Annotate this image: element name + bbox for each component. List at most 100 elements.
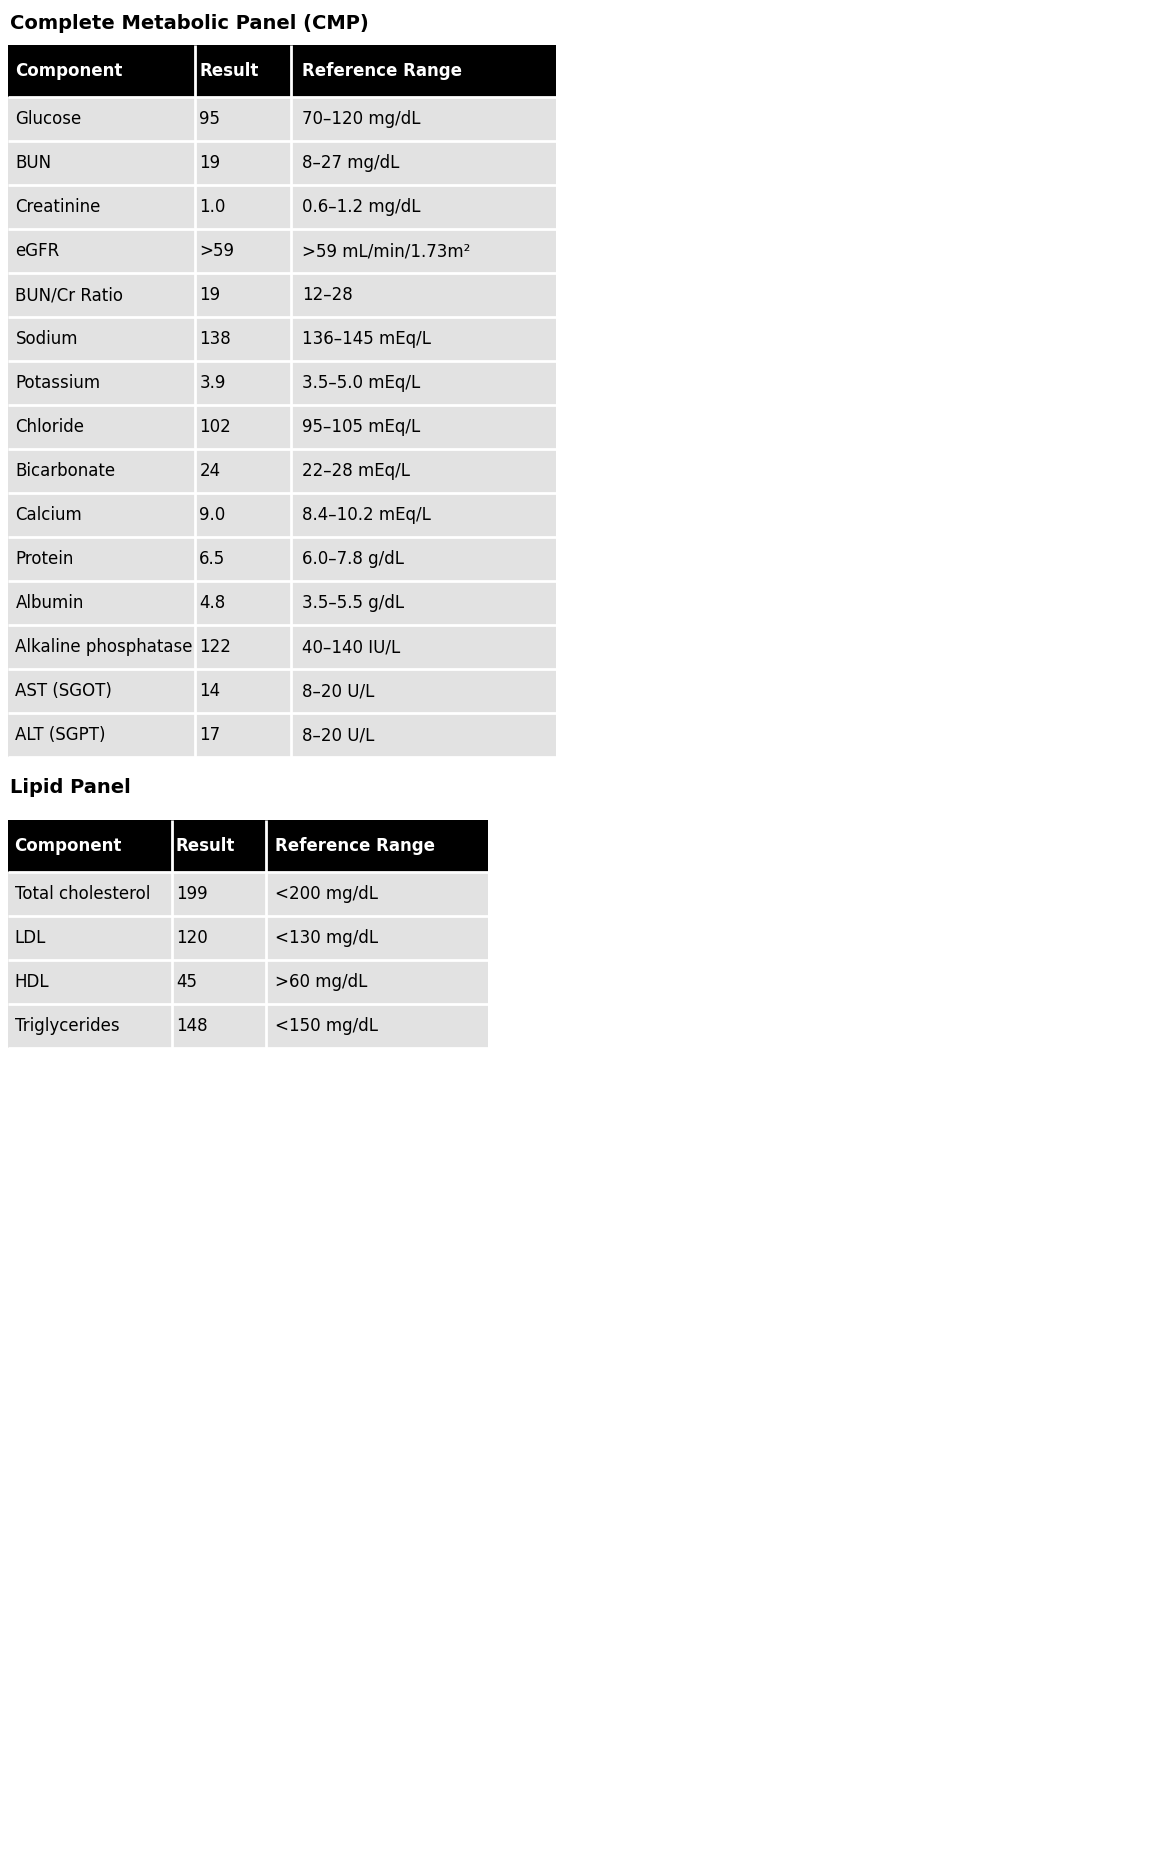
Text: 122: 122 (200, 639, 231, 656)
Bar (195, 185, 291, 229)
Bar (8, 229, 195, 273)
Bar (172, 916, 266, 961)
Bar (266, 916, 488, 961)
Text: eGFR: eGFR (15, 242, 60, 260)
Text: 102: 102 (200, 418, 231, 436)
Bar (291, 493, 556, 538)
Text: 95: 95 (200, 111, 220, 127)
Text: 14: 14 (200, 682, 220, 701)
Text: 136–145 mEq/L: 136–145 mEq/L (302, 330, 430, 348)
Bar (291, 97, 556, 140)
Bar (8, 493, 195, 538)
Bar (195, 626, 291, 669)
Text: 1.0: 1.0 (200, 199, 226, 215)
Text: BUN: BUN (15, 154, 52, 172)
Text: 12–28: 12–28 (302, 287, 353, 303)
Text: 0.6–1.2 mg/dL: 0.6–1.2 mg/dL (302, 199, 420, 215)
Text: Complete Metabolic Panel (CMP): Complete Metabolic Panel (CMP) (10, 13, 369, 34)
Text: Calcium: Calcium (15, 506, 82, 524)
Bar (8, 317, 195, 361)
Bar (291, 450, 556, 493)
Text: 24: 24 (200, 463, 220, 479)
Bar (266, 1004, 488, 1049)
Bar (8, 873, 172, 916)
Text: 9.0: 9.0 (200, 506, 225, 524)
Text: >59 mL/min/1.73m²: >59 mL/min/1.73m² (302, 242, 470, 260)
Bar (195, 45, 291, 97)
Bar (172, 873, 266, 916)
Bar (266, 961, 488, 1004)
Bar (8, 1004, 172, 1049)
Bar (8, 140, 195, 185)
Text: 6.0–7.8 g/dL: 6.0–7.8 g/dL (302, 551, 404, 568)
Bar (291, 185, 556, 229)
Bar (195, 493, 291, 538)
Text: Albumin: Albumin (15, 594, 84, 612)
Bar (8, 669, 195, 714)
Text: 3.9: 3.9 (200, 375, 226, 391)
Text: 3.5–5.5 g/dL: 3.5–5.5 g/dL (302, 594, 404, 612)
Bar (291, 714, 556, 757)
Text: 19: 19 (200, 154, 220, 172)
Text: 19: 19 (200, 287, 220, 303)
Bar (291, 626, 556, 669)
Bar (195, 97, 291, 140)
Text: Bicarbonate: Bicarbonate (15, 463, 116, 479)
Text: 40–140 IU/L: 40–140 IU/L (302, 639, 400, 656)
Text: <130 mg/dL: <130 mg/dL (275, 929, 378, 948)
Text: Total cholesterol: Total cholesterol (15, 886, 150, 903)
Bar (291, 45, 556, 97)
Text: Result: Result (176, 837, 235, 854)
Text: BUN/Cr Ratio: BUN/Cr Ratio (15, 287, 123, 303)
Bar (8, 714, 195, 757)
Bar (195, 581, 291, 626)
Text: Lipid Panel: Lipid Panel (10, 777, 131, 798)
Bar (195, 273, 291, 317)
Bar (195, 538, 291, 581)
Text: <150 mg/dL: <150 mg/dL (275, 1017, 378, 1036)
Text: 199: 199 (176, 886, 208, 903)
Bar (8, 45, 195, 97)
Text: Component: Component (15, 62, 123, 81)
Text: Reference Range: Reference Range (275, 837, 435, 854)
Text: 148: 148 (176, 1017, 208, 1036)
Text: 3.5–5.0 mEq/L: 3.5–5.0 mEq/L (302, 375, 420, 391)
Text: Potassium: Potassium (15, 375, 101, 391)
Bar (195, 405, 291, 450)
Bar (172, 1004, 266, 1049)
Bar (291, 317, 556, 361)
Bar (8, 581, 195, 626)
Bar (8, 405, 195, 450)
Text: 70–120 mg/dL: 70–120 mg/dL (302, 111, 420, 127)
Bar (195, 140, 291, 185)
Bar (8, 273, 195, 317)
Bar (8, 961, 172, 1004)
Text: 138: 138 (200, 330, 231, 348)
Bar (172, 961, 266, 1004)
Text: 95–105 mEq/L: 95–105 mEq/L (302, 418, 420, 436)
Text: Reference Range: Reference Range (302, 62, 462, 81)
Bar (8, 361, 195, 405)
Bar (291, 669, 556, 714)
Bar (291, 581, 556, 626)
Bar (172, 820, 266, 873)
Bar (291, 229, 556, 273)
Bar (8, 820, 172, 873)
Text: Creatinine: Creatinine (15, 199, 101, 215)
Text: 17: 17 (200, 727, 220, 744)
Text: Sodium: Sodium (15, 330, 78, 348)
Text: 120: 120 (176, 929, 208, 948)
Bar (195, 714, 291, 757)
Text: Chloride: Chloride (15, 418, 85, 436)
Text: 6.5: 6.5 (200, 551, 225, 568)
Bar (8, 916, 172, 961)
Bar (266, 873, 488, 916)
Text: Result: Result (200, 62, 259, 81)
Text: Component: Component (15, 837, 122, 854)
Bar (8, 450, 195, 493)
Bar (195, 669, 291, 714)
Text: Alkaline phosphatase: Alkaline phosphatase (15, 639, 193, 656)
Text: Glucose: Glucose (15, 111, 81, 127)
Text: >60 mg/dL: >60 mg/dL (275, 972, 367, 991)
Text: 8–27 mg/dL: 8–27 mg/dL (302, 154, 399, 172)
